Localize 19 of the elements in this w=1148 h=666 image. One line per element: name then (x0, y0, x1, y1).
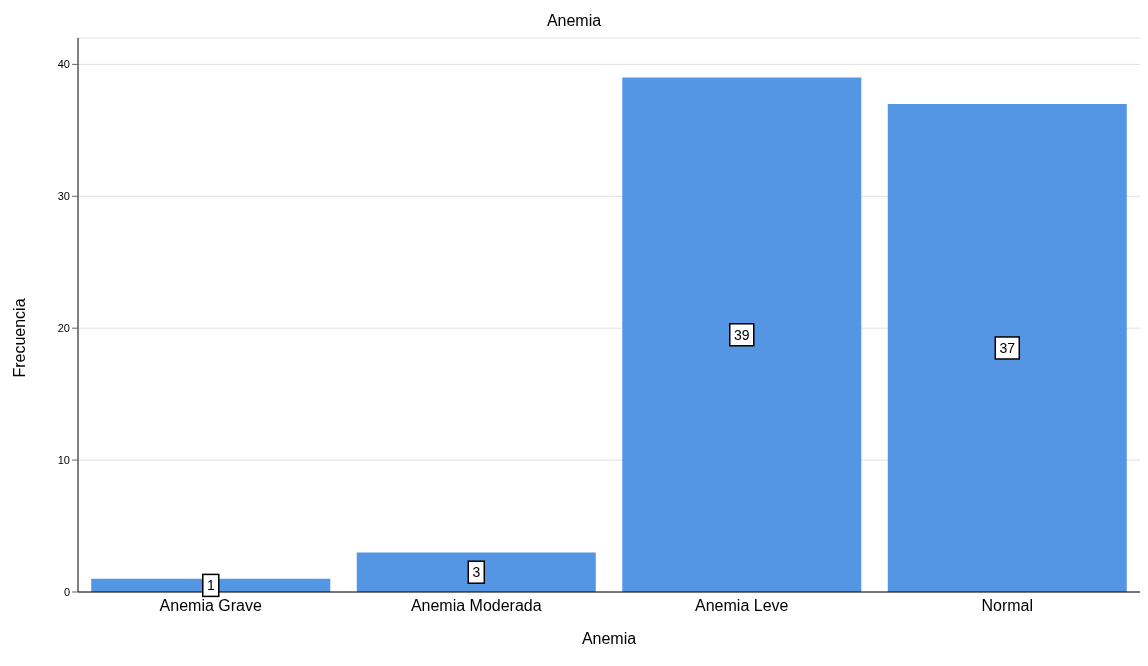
data-label: 3 (472, 564, 481, 581)
bar (887, 103, 1127, 592)
data-label: 39 (733, 326, 750, 343)
x-axis-title: Anemia (580, 630, 638, 648)
y-tick-label: 10 (57, 454, 70, 466)
bar (622, 77, 862, 592)
chart-title: Anemia (545, 12, 603, 30)
y-tick-label: 20 (57, 322, 70, 335)
y-tick-label: 30 (57, 190, 70, 203)
x-tick-label: Anemia Moderada (410, 597, 542, 615)
x-tick-label: Anemia Leve (695, 597, 789, 615)
data-label: 37 (999, 339, 1016, 356)
data-label: 1 (206, 577, 215, 594)
y-tick-label: 0 (63, 585, 70, 598)
x-tick-label: Anemia Grave (159, 597, 262, 615)
bar (356, 552, 596, 592)
y-tick-label: 40 (57, 58, 70, 71)
y-axis-title: Frecuencia (11, 298, 29, 378)
x-tick-label: Normal (981, 597, 1034, 615)
